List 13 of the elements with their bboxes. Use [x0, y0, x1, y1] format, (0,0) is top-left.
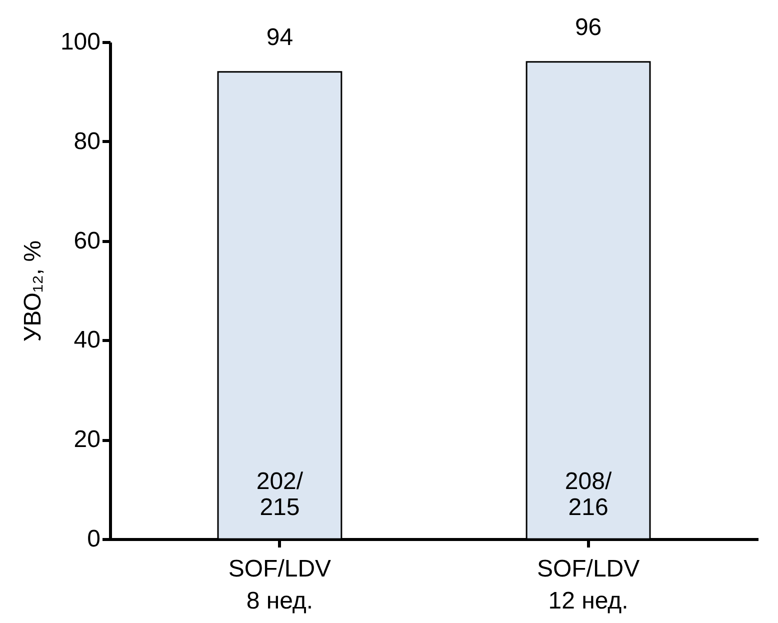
- annotation: 208/ 216: [564, 468, 612, 521]
- y-tick-label: 80: [74, 128, 100, 155]
- x-tick-label: SOF/LDV 12 нед.: [536, 556, 640, 614]
- y-tick-label: 20: [74, 426, 100, 454]
- data-label: 94: [266, 24, 294, 51]
- x-tick-label: SOF/LDV 8 нед.: [228, 556, 332, 614]
- data-label: 96: [574, 14, 602, 41]
- y-tick-label: 100: [60, 28, 100, 56]
- y-tick-label: 60: [74, 227, 100, 254]
- y-axis-title: УВО₁₂, %: [19, 240, 46, 342]
- y-tick-label: 0: [87, 526, 100, 552]
- y-tick-label: 40: [74, 326, 100, 354]
- annotation: 202/ 215: [256, 468, 304, 521]
